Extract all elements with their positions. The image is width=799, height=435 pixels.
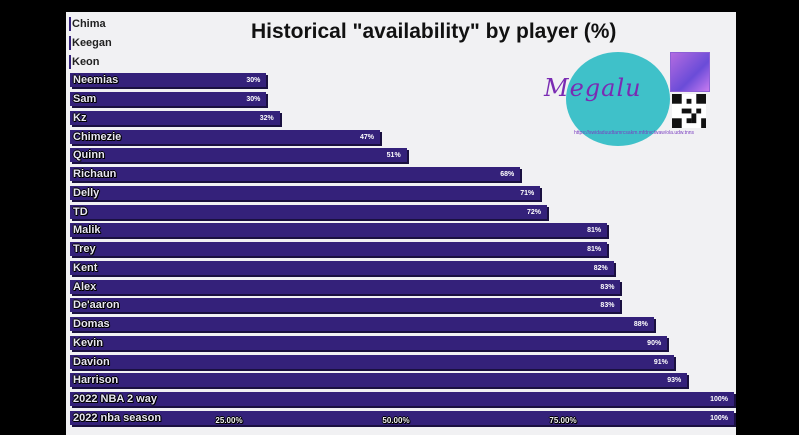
category-label: Kent xyxy=(73,261,98,274)
category-label: Sam xyxy=(73,93,97,105)
data-label: 30% xyxy=(246,96,261,103)
bar xyxy=(70,279,621,294)
bar xyxy=(70,148,407,163)
data-label: 81% xyxy=(587,246,602,253)
bar xyxy=(70,167,521,181)
bar xyxy=(70,185,541,200)
category-label: Richaun xyxy=(73,168,117,180)
bar xyxy=(70,373,688,388)
data-label: 81% xyxy=(587,227,602,235)
data-label: 83% xyxy=(600,302,615,310)
data-label: 30% xyxy=(246,77,261,85)
megalu-logo: Megalu xyxy=(544,52,674,146)
bar xyxy=(70,92,267,106)
bar-chart: Chima Keegan Keon Neemias 30% Sam 30% Kz 32% Chim… xyxy=(66,12,736,435)
category-label: Malik xyxy=(73,224,101,237)
bar xyxy=(70,410,734,425)
data-label: 93% xyxy=(667,377,682,385)
bar xyxy=(70,317,654,331)
data-label: 47% xyxy=(359,133,374,141)
qr-thumbnail-image xyxy=(670,52,710,92)
bar xyxy=(69,35,71,50)
category-label: Neemias xyxy=(73,74,119,87)
category-label: Keegan xyxy=(72,36,112,49)
data-label: 51% xyxy=(386,152,401,160)
data-label: 91% xyxy=(653,358,668,366)
category-label: Alex xyxy=(73,280,97,293)
category-label: Kz xyxy=(73,111,87,124)
data-label: 32% xyxy=(259,114,274,122)
category-label: Chima xyxy=(72,18,106,30)
bar xyxy=(70,392,734,406)
data-label: 72% xyxy=(526,208,541,216)
category-label: De'aaron xyxy=(73,299,120,312)
logo-circle xyxy=(566,52,670,146)
data-label: 82% xyxy=(593,264,608,272)
bar xyxy=(70,223,608,238)
qr-code-icon xyxy=(672,94,706,128)
x-tick-label: 25.00% xyxy=(215,416,243,425)
category-label: Delly xyxy=(73,186,100,199)
bar xyxy=(70,110,280,125)
category-label: Domas xyxy=(73,318,110,330)
category-label: 2022 nba season xyxy=(73,411,162,424)
chart-title: Historical "availability" by player (%) xyxy=(251,20,617,43)
bar xyxy=(70,354,674,369)
bar xyxy=(69,17,71,31)
logo-url: https://swidaduudtamrcsakm.mfdrvclwaw/ol… xyxy=(574,130,695,136)
data-label: 83% xyxy=(600,283,615,291)
category-label: Harrison xyxy=(73,374,119,387)
bar xyxy=(70,335,668,350)
bar xyxy=(70,242,608,256)
category-label: Chimezie xyxy=(73,130,122,143)
data-label: 100% xyxy=(710,396,728,403)
x-tick-label: 75.00% xyxy=(549,416,577,425)
x-tick-label: 50.00% xyxy=(382,416,410,425)
category-label: Trey xyxy=(73,243,96,255)
data-label: 100% xyxy=(710,414,728,422)
chart-canvas: Historical "availability" by player (%) … xyxy=(66,12,736,435)
category-label: Keon xyxy=(72,55,100,68)
data-label: 68% xyxy=(500,171,515,178)
bar xyxy=(70,298,621,313)
bar xyxy=(70,73,267,88)
bar xyxy=(70,260,614,275)
bar xyxy=(70,129,380,144)
category-label: 2022 NBA 2 way xyxy=(73,393,157,405)
category-label: Quinn xyxy=(73,149,105,162)
category-label: Davion xyxy=(73,355,110,368)
bar xyxy=(70,204,547,219)
data-label: 90% xyxy=(647,339,662,347)
logo-text: Megalu xyxy=(544,74,642,102)
data-label: 88% xyxy=(633,321,648,328)
data-label: 71% xyxy=(520,189,535,197)
category-label: Kevin xyxy=(73,336,103,349)
category-label: TD xyxy=(73,205,88,218)
bar xyxy=(69,54,71,69)
